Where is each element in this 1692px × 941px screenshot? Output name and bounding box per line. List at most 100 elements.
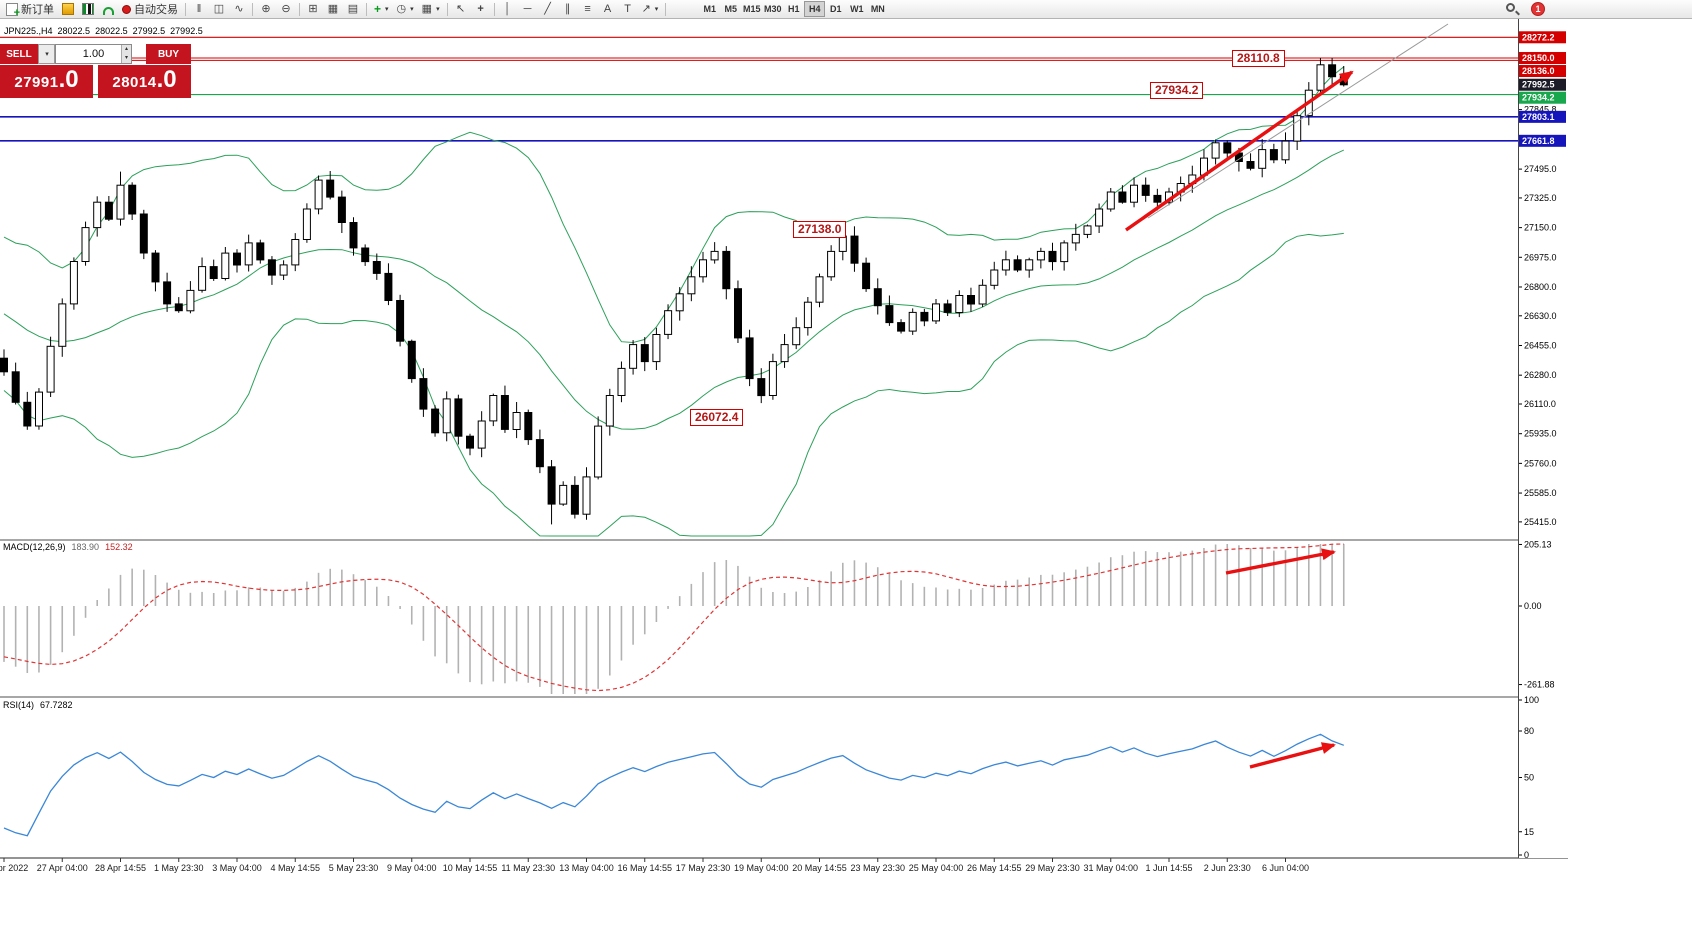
price-callout[interactable]: 26072.4 (690, 409, 744, 426)
volume-decrease-button[interactable]: ▾ (122, 54, 131, 63)
buy-label-button[interactable]: BUY (146, 44, 191, 64)
candlestick-type-button[interactable]: ◫ (209, 1, 229, 18)
timeframe-toolbar: M1 M5 M15 M30 H1 H4 D1 W1 MN (699, 1, 888, 17)
chart-list-icon: ▤ (347, 2, 359, 15)
buy-button[interactable]: 28014 .0 (98, 65, 191, 98)
chart-list-button[interactable]: ▤ (343, 1, 363, 18)
timeframe-m15-button[interactable]: M15 (743, 4, 761, 14)
toolbar-separator (299, 2, 300, 16)
timeframe-d1-button[interactable]: D1 (830, 4, 842, 14)
svg-text:25415.0: 25415.0 (1524, 517, 1557, 527)
toolbar-separator (252, 2, 253, 16)
svg-text:26800.0: 26800.0 (1524, 282, 1557, 292)
cursor-tool-button[interactable]: ↖ (451, 1, 471, 18)
high-value: 28022.5 (95, 26, 128, 36)
sell-price: 27991 (14, 74, 59, 91)
timeframe-w1-button[interactable]: W1 (850, 4, 864, 14)
market-watch-button[interactable] (58, 1, 78, 18)
price-callout[interactable]: 28110.8 (1232, 50, 1285, 67)
zoom-out-button[interactable]: ⊖ (276, 1, 296, 18)
channel-tool-button[interactable]: ∥ (558, 1, 578, 18)
line-chart-type-button[interactable]: ∿ (229, 1, 249, 18)
volume-value: 1.00 (82, 48, 105, 60)
svg-text:27934.2: 27934.2 (1522, 93, 1555, 103)
svg-text:27150.0: 27150.0 (1524, 223, 1557, 233)
svg-text:27325.0: 27325.0 (1524, 193, 1557, 203)
svg-text:1 Jun 14:55: 1 Jun 14:55 (1145, 863, 1192, 873)
tile-windows-icon: ⊞ (308, 2, 318, 15)
sound-alert-button[interactable] (98, 1, 118, 18)
timeframe-mn-button[interactable]: MN (870, 4, 885, 14)
svg-text:3 May 04:00: 3 May 04:00 (212, 863, 262, 873)
cascade-windows-button[interactable]: ▦ (323, 1, 343, 18)
svg-text:28272.2: 28272.2 (1522, 32, 1555, 42)
svg-text:29 May 23:30: 29 May 23:30 (1025, 863, 1080, 873)
price-callout[interactable]: 27934.2 (1150, 82, 1204, 99)
text-icon: A (603, 2, 612, 15)
price-callout[interactable]: 27138.0 (793, 221, 847, 238)
sell-price-fraction: .0 (58, 66, 79, 93)
svg-text:26280.0: 26280.0 (1524, 370, 1557, 380)
svg-text:27 Apr 04:00: 27 Apr 04:00 (37, 863, 88, 873)
timeframe-h4-button[interactable]: H4 (804, 1, 826, 17)
chart-ohlc-header: JPN225.,H4 28022.5 28022.5 27992.5 27992… (4, 26, 203, 36)
timeframe-m30-button[interactable]: M30 (764, 4, 782, 14)
arrows-tool-button[interactable]: ↗ ▾ (638, 1, 663, 18)
chart-icon (82, 3, 94, 15)
timeframe-h1-button[interactable]: H1 (788, 4, 800, 14)
volume-input[interactable]: 1.00 ▴ ▾ (55, 44, 132, 64)
volume-dropdown[interactable]: ▾ (38, 44, 55, 64)
macd-main-value: 183.90 (71, 542, 100, 552)
label-tool-button[interactable]: T (618, 1, 638, 18)
svg-text:27992.5: 27992.5 (1522, 80, 1555, 90)
sell-button[interactable]: 27991 .0 (0, 65, 93, 98)
auto-trading-button[interactable]: 自动交易 (118, 1, 182, 18)
svg-text:0: 0 (1524, 850, 1529, 860)
sell-label-button[interactable]: SELL (0, 44, 38, 64)
svg-text:25935.0: 25935.0 (1524, 429, 1557, 439)
toolbar-separator (665, 2, 667, 16)
svg-text:28 Apr 14:55: 28 Apr 14:55 (95, 863, 146, 873)
svg-text:28136.0: 28136.0 (1522, 66, 1555, 76)
horizontal-line-tool-button[interactable]: ─ (518, 1, 538, 18)
svg-text:16 May 14:55: 16 May 14:55 (617, 863, 672, 873)
svg-text:27661.8: 27661.8 (1522, 136, 1555, 146)
volume-increase-button[interactable]: ▴ (122, 45, 131, 54)
text-tool-button[interactable]: A (598, 1, 618, 18)
low-value: 27992.5 (132, 26, 166, 36)
trendline-tool-button[interactable]: ╱ (538, 1, 558, 18)
buy-price: 28014 (112, 74, 157, 91)
svg-text:11 May 23:30: 11 May 23:30 (501, 863, 555, 873)
timeframe-m1-button[interactable]: M1 (703, 4, 717, 14)
close-value: 27992.5 (170, 26, 203, 36)
fibonacci-tool-button[interactable]: ≡ (578, 1, 598, 18)
svg-text:9 May 04:00: 9 May 04:00 (387, 863, 437, 873)
symbol-period-label: JPN225.,H4 (4, 26, 53, 36)
vertical-line-tool-button[interactable]: │ (498, 1, 518, 18)
svg-text:50: 50 (1524, 773, 1534, 783)
new-chart-button[interactable] (78, 1, 98, 18)
templates-button[interactable]: ▦ ▾ (418, 1, 444, 18)
chevron-down-icon: ▾ (45, 51, 49, 58)
indicators-icon: + (374, 2, 382, 16)
new-order-button[interactable]: 新订单 (2, 1, 58, 19)
zoom-in-button[interactable]: ⊕ (256, 1, 276, 18)
new-order-icon (6, 2, 20, 19)
crosshair-tool-button[interactable]: + (471, 1, 491, 18)
periods-button[interactable]: ◷ ▾ (393, 1, 418, 18)
rsi-name: RSI(14) (3, 700, 35, 710)
auto-trading-icon (122, 4, 131, 14)
search-button[interactable] (1506, 3, 1520, 17)
template-icon: ▦ (421, 2, 433, 15)
tile-windows-button[interactable]: ⊞ (303, 1, 323, 18)
bar-chart-type-button[interactable]: ‖ (189, 1, 209, 18)
timeframe-m5-button[interactable]: M5 (724, 4, 738, 14)
macd-signal-value: 152.32 (105, 542, 133, 552)
vertical-line-icon: │ (504, 2, 512, 15)
indicators-button[interactable]: + ▾ (370, 1, 393, 18)
notification-badge[interactable]: 1 (1531, 2, 1545, 16)
open-value: 28022.5 (57, 26, 91, 36)
svg-text:13 May 04:00: 13 May 04:00 (559, 863, 614, 873)
